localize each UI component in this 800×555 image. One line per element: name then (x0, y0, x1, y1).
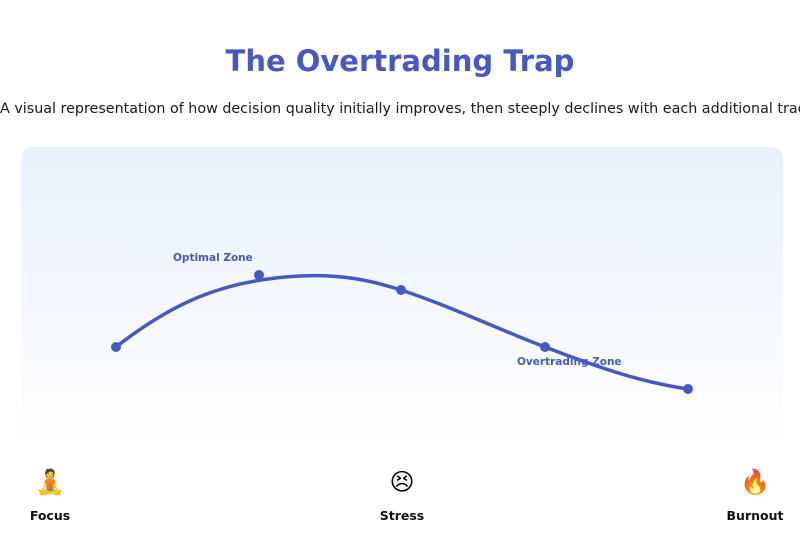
data-point-4 (540, 342, 550, 352)
stage-focus: 🧘 Focus (0, 466, 100, 524)
stage-label: Burnout (726, 508, 784, 523)
fire-icon: 🔥 (740, 468, 770, 496)
stage-burnout: 🔥 Burnout (705, 466, 800, 524)
chart-container (21, 147, 783, 447)
persevering-face-icon: 😣 (389, 468, 415, 496)
page-subtitle: A visual representation of how decision … (0, 101, 800, 117)
optimal-zone-label: Optimal Zone (173, 252, 253, 264)
person-in-lotus-position-icon: 🧘 (35, 468, 65, 496)
data-point-2 (254, 270, 264, 280)
stage-label: Stress (379, 508, 425, 523)
data-point-1 (111, 342, 121, 352)
data-point-5 (683, 384, 693, 394)
stage-label: Focus (29, 508, 71, 523)
data-point-3 (396, 285, 406, 295)
page-title: The Overtrading Trap (225, 44, 575, 78)
overtrading-zone-label: Overtrading Zone (517, 356, 622, 368)
stage-stress: 😣 Stress (352, 466, 452, 524)
